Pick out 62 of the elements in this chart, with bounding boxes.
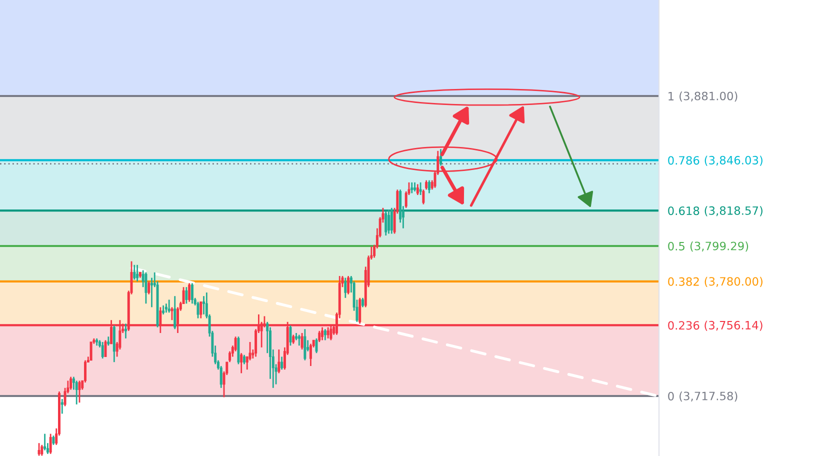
y-tick-label: 0.618 (668, 206, 700, 216)
candlestick (416, 184, 419, 196)
y-tick-label: 0.382 (668, 277, 699, 286)
candlestick (248, 341, 252, 361)
candlestick (112, 324, 116, 363)
candlestick (347, 275, 350, 295)
candlestick (168, 299, 170, 314)
candlestick (390, 207, 393, 234)
candlestick (101, 341, 104, 360)
text: (3,799.29) (690, 242, 748, 252)
candlestick (170, 306, 174, 321)
candlestick (278, 348, 280, 374)
candlestick (49, 433, 52, 455)
candlestick (280, 356, 284, 370)
candlestick (174, 295, 176, 330)
candlestick (148, 280, 150, 295)
candlestick (384, 210, 388, 236)
candlestick (240, 352, 243, 374)
candlestick (200, 301, 202, 319)
text: (3,780.00) (704, 276, 762, 288)
candlestick (40, 444, 44, 456)
candlestick (188, 282, 191, 302)
candlestick (52, 434, 55, 446)
y-tick-label: 0 (668, 392, 674, 400)
candlestick (237, 336, 240, 365)
candlestick (136, 264, 139, 282)
candlestick (75, 380, 78, 406)
candlestick (289, 324, 292, 346)
text: (3,756.14) (704, 320, 762, 331)
text: (3,717.58) (680, 392, 738, 402)
candlestick (196, 301, 200, 319)
candlestick (185, 286, 188, 304)
candlestick (428, 180, 430, 194)
text: (3,846.03) (704, 156, 762, 166)
candlestick (70, 376, 72, 390)
text: (3,818.57) (704, 206, 762, 216)
candlestick (440, 148, 442, 166)
candlestick (242, 354, 246, 365)
candlestick (44, 433, 46, 451)
candlestick (309, 343, 312, 367)
candlestick (144, 272, 148, 304)
candlestick (410, 182, 414, 194)
candlestick (133, 264, 136, 280)
candlestick (344, 277, 347, 299)
candlestick (422, 188, 425, 205)
candlestick (38, 442, 40, 456)
candlestick (90, 342, 92, 361)
candlestick (300, 332, 304, 350)
candlestick (388, 209, 390, 234)
candlestick (425, 180, 428, 190)
candlestick (304, 328, 306, 361)
y-tick-label: 1 (668, 92, 674, 100)
y-tick-label: 0.236 (668, 321, 700, 330)
candlestick (190, 282, 194, 304)
candlestick (324, 328, 326, 341)
y-tick-label: 0.5 (668, 242, 684, 250)
candlestick (202, 295, 206, 316)
candlestick (78, 380, 81, 404)
text: (3,881.00) (680, 92, 738, 102)
y-tick-label: 0.786 (668, 156, 700, 165)
candlestick (318, 330, 321, 343)
candlestick (361, 297, 364, 308)
